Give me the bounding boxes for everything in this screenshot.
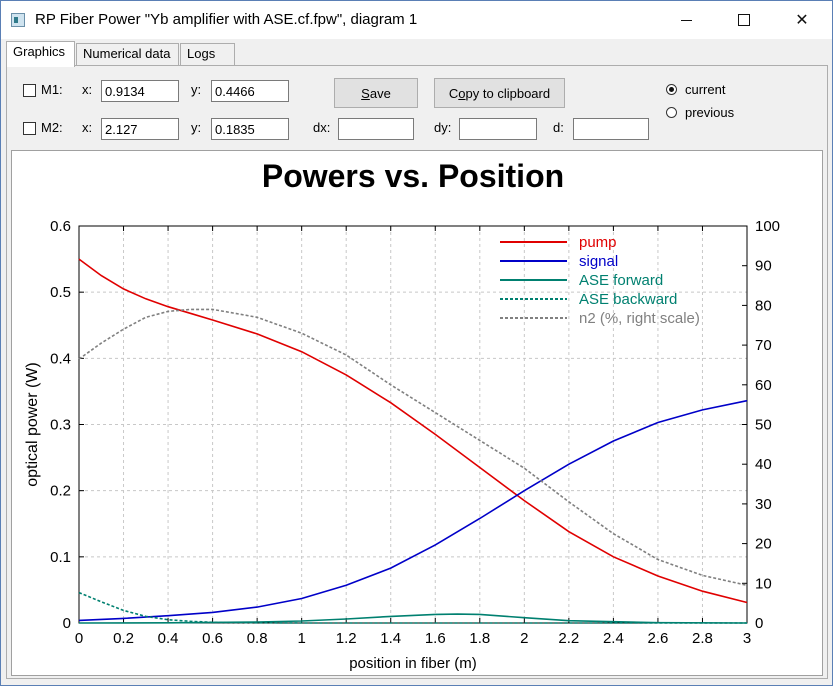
y-tick-label: 0.2 [50, 483, 71, 500]
x-tick-label: 3 [743, 630, 751, 647]
series-line-ase [78, 591, 747, 624]
y2-tick-label: 90 [755, 258, 772, 275]
y2-tick-label: 50 [755, 417, 772, 434]
x-tick-label: 1.2 [336, 630, 357, 647]
d-field[interactable] [573, 118, 649, 140]
title-bar[interactable]: RP Fiber Power "Yb amplifier with ASE.cf… [1, 1, 832, 39]
x-tick-label: 1.6 [425, 630, 446, 647]
d-label: d: [553, 120, 564, 135]
y-axis-label: optical power (W) [24, 362, 41, 486]
x-tick-label: 1.4 [380, 630, 401, 647]
close-button[interactable]: ✕ [773, 1, 831, 39]
x-tick-label: 0.2 [113, 630, 134, 647]
copy-button-mnemonic: o [458, 85, 466, 101]
x-tick-label: 2.2 [558, 630, 579, 647]
save-button-mnemonic: S [361, 85, 370, 101]
x-tick-label: 2.8 [692, 630, 713, 647]
powers-chart: Powers vs. Position 0 0.2 0.4 0.6 0.8 1 1.2 1.4 1… [24, 158, 780, 672]
chart-area[interactable]: Powers vs. Position 0 0.2 0.4 0.6 0.8 1 1.2 1.4 1… [11, 150, 823, 676]
y2-tick-label: 80 [755, 297, 772, 314]
legend-entry: ASE forward [579, 272, 663, 289]
maximize-icon [738, 14, 750, 26]
m2-y-field[interactable] [211, 118, 289, 140]
minimize-button[interactable] [657, 1, 715, 39]
x-tick-label: 0 [75, 630, 83, 647]
m2-y-label: y: [191, 120, 202, 135]
x-tick-label: 0.8 [247, 630, 268, 647]
previous-radio[interactable] [666, 107, 677, 118]
series-line-n2 [78, 308, 748, 587]
y2-tick-label: 100 [755, 218, 780, 235]
m2-x-label: x: [82, 120, 93, 135]
dy-label: dy: [434, 120, 452, 135]
series-line-pump [78, 258, 748, 604]
window-title: RP Fiber Power "Yb amplifier with ASE.cf… [35, 11, 418, 28]
y2-tick-label: 30 [755, 496, 772, 513]
save-button-label: ave [369, 85, 391, 101]
legend-entry: signal [579, 253, 618, 270]
legend-entry: ASE backward [579, 291, 677, 308]
current-radio[interactable] [666, 84, 677, 95]
previous-radio-label: previous [685, 105, 735, 120]
tab-graphics[interactable]: Graphics [6, 41, 75, 67]
y2-tick-label: 0 [755, 615, 763, 632]
dx-field[interactable] [338, 118, 414, 140]
app-window-icon [11, 13, 25, 27]
m1-x-label: x: [82, 82, 93, 97]
y2-tick-label: 20 [755, 536, 772, 553]
y-tick-label: 0 [63, 615, 71, 632]
x-tick-label: 1.8 [469, 630, 490, 647]
y2-tick-label: 40 [755, 456, 772, 473]
m1-label: M1: [41, 82, 63, 97]
legend-entry: n2 (%, right scale) [579, 310, 700, 327]
m1-checkbox[interactable] [23, 84, 36, 97]
series-line-signal [78, 399, 748, 622]
m2-checkbox[interactable] [23, 122, 36, 135]
current-radio-label: current [685, 82, 726, 97]
m1-y-label: y: [191, 82, 202, 97]
y-tick-label: 0.6 [50, 218, 71, 235]
x-tick-label: 2.6 [648, 630, 669, 647]
x-tick-label: 2.4 [603, 630, 624, 647]
x-tick-label: 0.6 [202, 630, 223, 647]
tab-numerical-data[interactable]: Numerical data [76, 43, 179, 65]
maximize-button[interactable] [715, 1, 773, 39]
tab-strip: Graphics Numerical data Logs [6, 41, 826, 67]
x-tick-label: 1 [297, 630, 305, 647]
chart-title: Powers vs. Position [262, 158, 564, 194]
y2-tick-label: 10 [755, 575, 772, 592]
y-tick-label: 0.1 [50, 549, 71, 566]
y-tick-label: 0.3 [50, 417, 71, 434]
dx-label: dx: [313, 120, 331, 135]
dy-field[interactable] [459, 118, 537, 140]
copy-button-label: py to clipboard [465, 85, 551, 101]
minimize-icon [680, 19, 692, 21]
m2-label: M2: [41, 120, 63, 135]
tab-logs[interactable]: Logs [180, 43, 235, 65]
legend-entry: pump [579, 234, 617, 251]
m1-y-field[interactable] [211, 80, 289, 102]
copy-button-label-start: C [448, 85, 459, 101]
x-tick-label: 2 [520, 630, 528, 647]
m1-x-field[interactable] [101, 80, 179, 102]
y2-tick-label: 60 [755, 377, 772, 394]
x-tick-label: 0.4 [158, 630, 179, 647]
close-icon: ✕ [795, 12, 809, 29]
x-axis-label: position in fiber (m) [349, 655, 477, 672]
y2-tick-label: 70 [755, 337, 772, 354]
y-tick-label: 0.4 [50, 350, 71, 367]
y-tick-label: 0.5 [50, 284, 71, 301]
m2-x-field[interactable] [101, 118, 179, 140]
